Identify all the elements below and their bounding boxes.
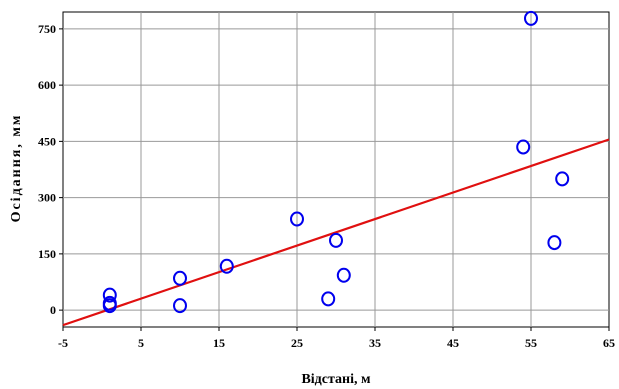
y-tick-label: 750	[38, 22, 56, 36]
x-tick-label: 15	[213, 336, 225, 350]
data-point	[173, 298, 187, 314]
data-point	[290, 211, 304, 227]
y-axis-title: Осідання, мм	[9, 114, 24, 223]
y-tick-label: 450	[38, 134, 56, 148]
x-axis-title: Відстані, м	[301, 372, 371, 387]
data-point	[102, 287, 117, 303]
x-tick-label: 45	[447, 336, 459, 350]
y-tick-labels: 0 150 300 450 600 750	[38, 22, 63, 317]
data-point	[516, 139, 531, 155]
data-point	[321, 291, 336, 307]
data-point	[524, 10, 538, 26]
x-tick-labels: -5 5 15 25 35 45 55 65	[58, 327, 615, 350]
x-tick-label: 65	[603, 336, 615, 350]
grid	[63, 12, 609, 327]
y-tick-label: 150	[38, 247, 56, 261]
x-tick-label: 5	[138, 336, 144, 350]
data-points	[102, 10, 570, 314]
data-point	[329, 232, 343, 248]
data-point	[336, 267, 351, 283]
y-tick-label: 300	[38, 191, 56, 205]
x-tick-label: 35	[369, 336, 381, 350]
x-tick-label: 25	[291, 336, 303, 350]
data-point	[555, 171, 570, 187]
plot-area	[62, 11, 610, 328]
data-point	[102, 298, 117, 314]
data-point	[547, 235, 562, 251]
x-tick-label: -5	[58, 336, 68, 350]
x-tick-label: 55	[525, 336, 537, 350]
trend-line	[62, 138, 610, 327]
data-point	[173, 270, 187, 286]
y-tick-label: 0	[50, 303, 56, 317]
y-tick-label: 600	[38, 78, 56, 92]
data-point	[219, 258, 234, 274]
